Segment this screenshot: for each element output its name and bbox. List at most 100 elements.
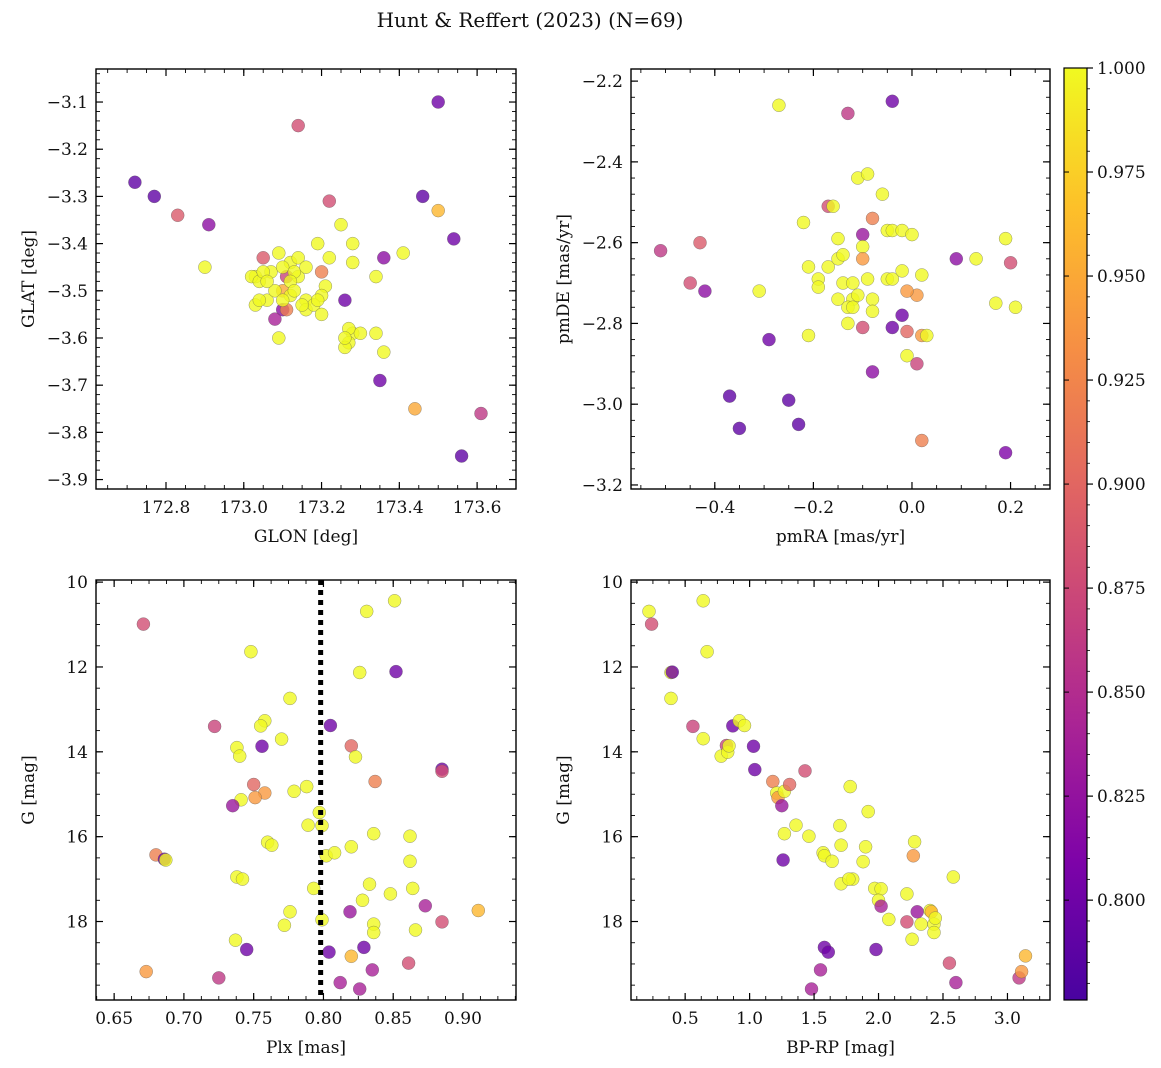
scatter-point (454, 449, 469, 463)
scatter-point (272, 331, 286, 345)
colorbar-tick-label: 0.950 (1097, 267, 1146, 287)
scatter-point (362, 877, 377, 891)
scatter-point (283, 905, 297, 919)
x-tick-label: 172.8 (142, 498, 191, 518)
scatter-point (821, 260, 835, 274)
scatter-point (1008, 300, 1023, 315)
scatter-point (396, 246, 410, 260)
scatter-point (895, 308, 909, 323)
scatter-point (796, 215, 811, 230)
scatter-point (228, 933, 243, 947)
scatter-point (772, 98, 786, 113)
scatter-point (299, 260, 313, 274)
scatter-point (268, 312, 282, 326)
x-tick-label: 0.70 (165, 1009, 203, 1029)
scatter-point (322, 194, 337, 208)
scatter-point (345, 255, 360, 270)
scatter-point (389, 664, 403, 679)
scatter-point (762, 332, 776, 347)
scatter-point (885, 272, 900, 286)
x-tick-label: 0.85 (374, 1009, 412, 1029)
scatter-point (408, 923, 423, 937)
x-tick-label: 3.0 (994, 1009, 1021, 1029)
scatter-point (804, 982, 819, 996)
scatter-point (874, 882, 888, 896)
scatter-point (405, 881, 420, 896)
scatter-point (147, 189, 162, 204)
y-tick-label: −3.0 (582, 395, 623, 415)
scatter-point (408, 402, 422, 416)
scatter-point (914, 917, 928, 931)
y-axis-label: GLAT [deg] (19, 230, 39, 328)
scatter-point (295, 298, 309, 312)
x-tick-label: 2.0 (865, 1009, 892, 1029)
scatter-point (665, 665, 680, 679)
scatter-point (900, 348, 914, 363)
scatter-point (136, 617, 151, 631)
glon-glat-panel: 172.8 173.0 173.2 173.4 173.6 −3.1 −3.2 −3.3 −3.… (19, 68, 517, 547)
colorbar-tick-label: 0.900 (1097, 475, 1146, 495)
cmd-panel: 0.5 1.0 1.5 2.0 2.5 3.0 10 12 14 16 18 BP-RP [mag] G… (554, 573, 1051, 1058)
scatter-point (274, 732, 289, 746)
scatter-point (322, 251, 337, 265)
scatter-point (683, 276, 697, 290)
scatter-point (202, 217, 216, 232)
scatter-point (357, 940, 371, 955)
y-tick-label: −3.6 (47, 329, 88, 349)
scatter-point (287, 784, 301, 799)
scatter-point (207, 719, 222, 734)
y-tick-label: −3.3 (47, 187, 88, 207)
scatter-point (776, 853, 790, 867)
x-tick-label: 0.5 (672, 1009, 699, 1029)
scatter-point (338, 293, 352, 307)
scatter-point (737, 718, 752, 733)
colorbar: 0.800 0.825 0.850 0.875 0.900 0.925 0.950 0.975… (1063, 59, 1146, 1001)
scatter-point (836, 248, 850, 262)
scatter-point (905, 227, 919, 242)
scatter-point (811, 280, 826, 294)
scatter-point (235, 872, 250, 886)
scatter-point (882, 912, 896, 927)
y-tick-label: −3.2 (47, 140, 88, 160)
scatter-points (653, 94, 1023, 460)
y-tick-label: −3.2 (582, 476, 623, 496)
y-axis-label: pmDE [mas/yr] (554, 214, 574, 344)
scatter-point (861, 804, 875, 819)
scatter-point (801, 260, 816, 274)
colorbar-tick-label: 1.000 (1097, 59, 1146, 79)
scatter-point (855, 227, 870, 242)
scatter-point (139, 964, 153, 979)
scatter-point (252, 293, 267, 307)
scatter-point (841, 316, 855, 331)
scatter-point (333, 975, 347, 990)
scatter-point (345, 236, 360, 251)
y-tick-label: −2.8 (582, 314, 623, 334)
scatter-point (855, 320, 870, 335)
colorbar-tick-label: 0.925 (1097, 371, 1146, 391)
scatter-point (846, 300, 860, 315)
scatter-point (906, 849, 921, 863)
scatter-point (246, 777, 261, 792)
scatter-point (322, 945, 336, 959)
x-tick-label: 173.0 (219, 498, 268, 518)
scatter-point (653, 243, 668, 258)
scatter-point (323, 718, 338, 733)
scatter-point (910, 357, 924, 371)
x-tick-label: 173.2 (297, 498, 346, 518)
colorbar-tick-label: 0.875 (1097, 579, 1146, 599)
scatter-point (831, 231, 845, 246)
scatter-point (301, 818, 315, 832)
y-axis-label: G [mag] (19, 755, 39, 824)
y-tick-label: 16 (601, 828, 623, 848)
scatter-point (474, 406, 488, 421)
scatter-point (355, 893, 370, 908)
scatter-point (327, 846, 342, 860)
scatter-point (766, 774, 780, 789)
scatter-point (989, 296, 1003, 310)
colorbar-tick-label: 0.850 (1097, 683, 1146, 703)
scatter-point (383, 887, 398, 901)
scatter-point (338, 331, 352, 345)
scatter-point (310, 293, 325, 307)
scatter-point (700, 644, 714, 659)
scatter-point (782, 777, 797, 792)
